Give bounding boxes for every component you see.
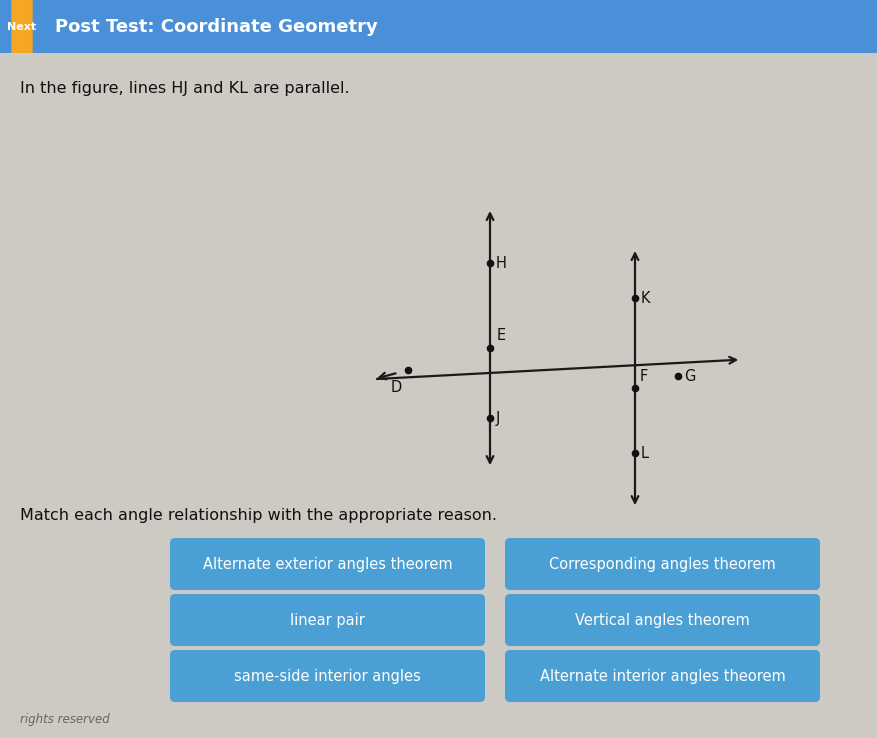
Text: G: G [684,369,695,384]
Text: same-side interior angles: same-side interior angles [234,669,420,683]
Text: Alternate interior angles theorem: Alternate interior angles theorem [539,669,785,683]
Text: Match each angle relationship with the appropriate reason.: Match each angle relationship with the a… [20,508,496,523]
Text: In the figure, lines HJ and KL are parallel.: In the figure, lines HJ and KL are paral… [20,81,349,96]
Text: Corresponding angles theorem: Corresponding angles theorem [548,556,775,571]
FancyBboxPatch shape [504,650,819,702]
FancyBboxPatch shape [170,594,484,646]
Text: H: H [496,255,506,271]
FancyBboxPatch shape [170,650,484,702]
Text: rights reserved: rights reserved [20,713,110,726]
Text: L: L [640,446,648,461]
Text: linear pair: linear pair [289,613,365,627]
Text: E: E [496,328,505,343]
Text: Post Test: Coordinate Geometry: Post Test: Coordinate Geometry [55,18,377,35]
FancyBboxPatch shape [504,594,819,646]
FancyBboxPatch shape [170,538,484,590]
Text: D: D [390,380,402,395]
Text: F: F [639,369,647,384]
Text: Alternate exterior angles theorem: Alternate exterior angles theorem [203,556,452,571]
Circle shape [12,0,32,558]
FancyBboxPatch shape [504,538,819,590]
Text: J: J [496,410,500,426]
Text: Next: Next [7,21,37,32]
Text: K: K [640,291,650,306]
Text: Vertical angles theorem: Vertical angles theorem [574,613,749,627]
